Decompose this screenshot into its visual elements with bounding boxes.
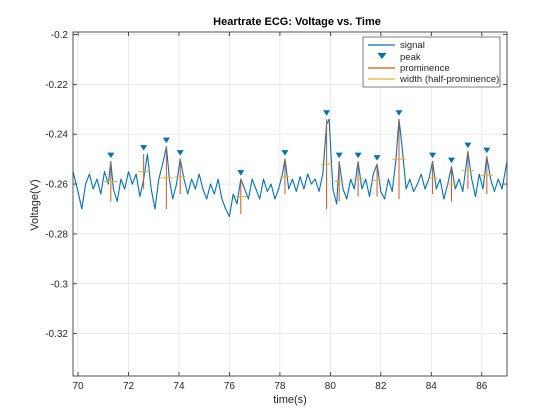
y-tick-label: -0.3	[51, 279, 69, 290]
peak-marker	[107, 152, 115, 159]
peak-marker	[281, 150, 289, 156]
y-tick-label: -0.26	[45, 180, 68, 191]
peak-marker	[373, 155, 381, 161]
legend: signal peak prominence width (half-promi…	[362, 36, 501, 88]
x-tick-label: 80	[325, 381, 337, 392]
peak-marker	[395, 110, 403, 116]
legend-peak-swatch	[377, 53, 387, 59]
peak-marker	[483, 147, 491, 154]
x-axis-title: time(s)	[273, 394, 307, 406]
peak-marker	[464, 142, 472, 149]
x-tick-label: 74	[173, 381, 185, 392]
y-tick-label: -0.28	[45, 229, 68, 240]
legend-prominence-label: prominence	[400, 63, 450, 74]
y-tick-label: -0.22	[45, 80, 68, 91]
legend-peak-label: peak	[400, 52, 421, 63]
peak-marker	[162, 137, 170, 144]
x-tick-label: 86	[476, 381, 488, 392]
y-axis-title: Voltage(V)	[29, 179, 41, 230]
legend-signal-label: signal	[400, 40, 425, 51]
x-tick-label: 72	[123, 381, 135, 392]
peak-marker	[354, 152, 362, 159]
legend-width-label: width (half-prominence)	[399, 74, 499, 85]
y-tick-label: -0.32	[45, 329, 68, 340]
y-tick-label: -0.2	[51, 30, 69, 41]
peak-marker	[323, 110, 331, 116]
peak-marks	[103, 110, 494, 214]
axes-box	[72, 31, 508, 377]
series	[72, 118, 508, 218]
x-tick-label: 76	[224, 381, 236, 392]
x-tick-label: 78	[274, 381, 286, 392]
signal-line	[72, 118, 508, 218]
peak-marker	[447, 157, 455, 164]
peak-marker	[335, 152, 343, 159]
chart-title: Heartrate ECG: Voltage vs. Time	[213, 16, 381, 28]
peak-marker	[176, 150, 184, 156]
x-tick-label: 84	[426, 381, 438, 392]
tick-marks	[73, 32, 507, 376]
tick-labels: 70 72 74 76 78 80 82 84 86 -0.2 -0.22 -0.24 -0.26 -0.…	[45, 30, 488, 392]
x-tick-label: 82	[375, 381, 387, 392]
x-tick-label: 70	[72, 381, 84, 392]
peak-marker	[140, 145, 148, 151]
y-tick-label: -0.24	[45, 130, 68, 141]
peak-marker	[429, 152, 437, 159]
peak-marker	[237, 170, 245, 176]
